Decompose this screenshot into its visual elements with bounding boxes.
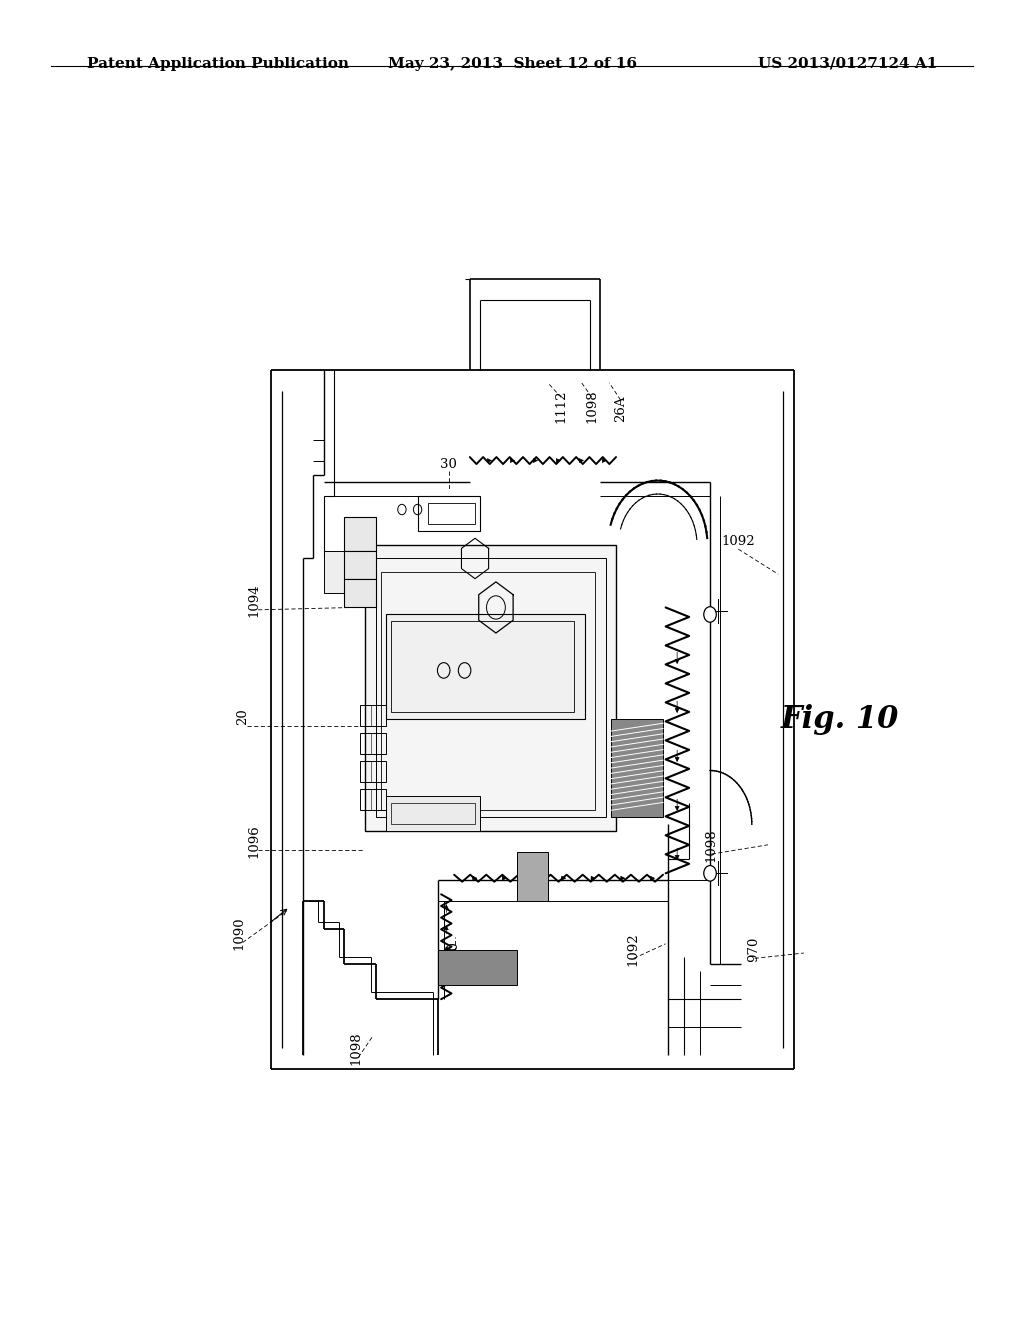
Bar xyxy=(418,495,480,531)
Text: 30: 30 xyxy=(440,458,457,471)
Bar xyxy=(428,503,475,524)
Bar xyxy=(360,734,386,755)
Text: 1112: 1112 xyxy=(555,389,567,424)
Text: 1098: 1098 xyxy=(586,389,598,424)
Text: 1098: 1098 xyxy=(705,828,717,862)
Bar xyxy=(360,762,386,783)
Text: US 2013/0127124 A1: US 2013/0127124 A1 xyxy=(758,57,937,71)
Bar xyxy=(517,853,548,902)
Bar xyxy=(344,579,376,607)
Bar xyxy=(360,705,386,726)
Bar xyxy=(376,558,605,817)
Text: 1090: 1090 xyxy=(232,916,245,950)
Text: 30: 30 xyxy=(447,941,460,957)
Text: 1092: 1092 xyxy=(722,535,755,548)
Bar xyxy=(381,573,595,810)
Text: 1092: 1092 xyxy=(627,932,639,966)
Bar xyxy=(386,615,585,719)
Text: Patent Application Publication: Patent Application Publication xyxy=(87,57,349,71)
Text: 26A: 26A xyxy=(614,396,627,422)
Bar xyxy=(438,950,517,985)
Text: 970: 970 xyxy=(748,936,760,962)
Bar xyxy=(366,544,616,832)
Text: Fig. 10: Fig. 10 xyxy=(780,704,899,735)
Text: 41: 41 xyxy=(503,956,519,969)
Bar xyxy=(391,622,574,713)
Bar xyxy=(324,552,344,594)
Bar xyxy=(391,804,475,824)
Bar xyxy=(360,789,386,810)
Bar xyxy=(610,719,664,817)
Text: 20: 20 xyxy=(237,709,249,725)
Ellipse shape xyxy=(703,607,717,622)
Bar xyxy=(386,796,480,832)
Text: 1096: 1096 xyxy=(248,824,260,858)
Text: 1098: 1098 xyxy=(350,1031,362,1065)
Bar xyxy=(344,552,376,579)
Text: 1094: 1094 xyxy=(248,583,260,618)
Text: May 23, 2013  Sheet 12 of 16: May 23, 2013 Sheet 12 of 16 xyxy=(387,57,637,71)
Ellipse shape xyxy=(703,866,717,880)
Bar xyxy=(344,516,376,552)
